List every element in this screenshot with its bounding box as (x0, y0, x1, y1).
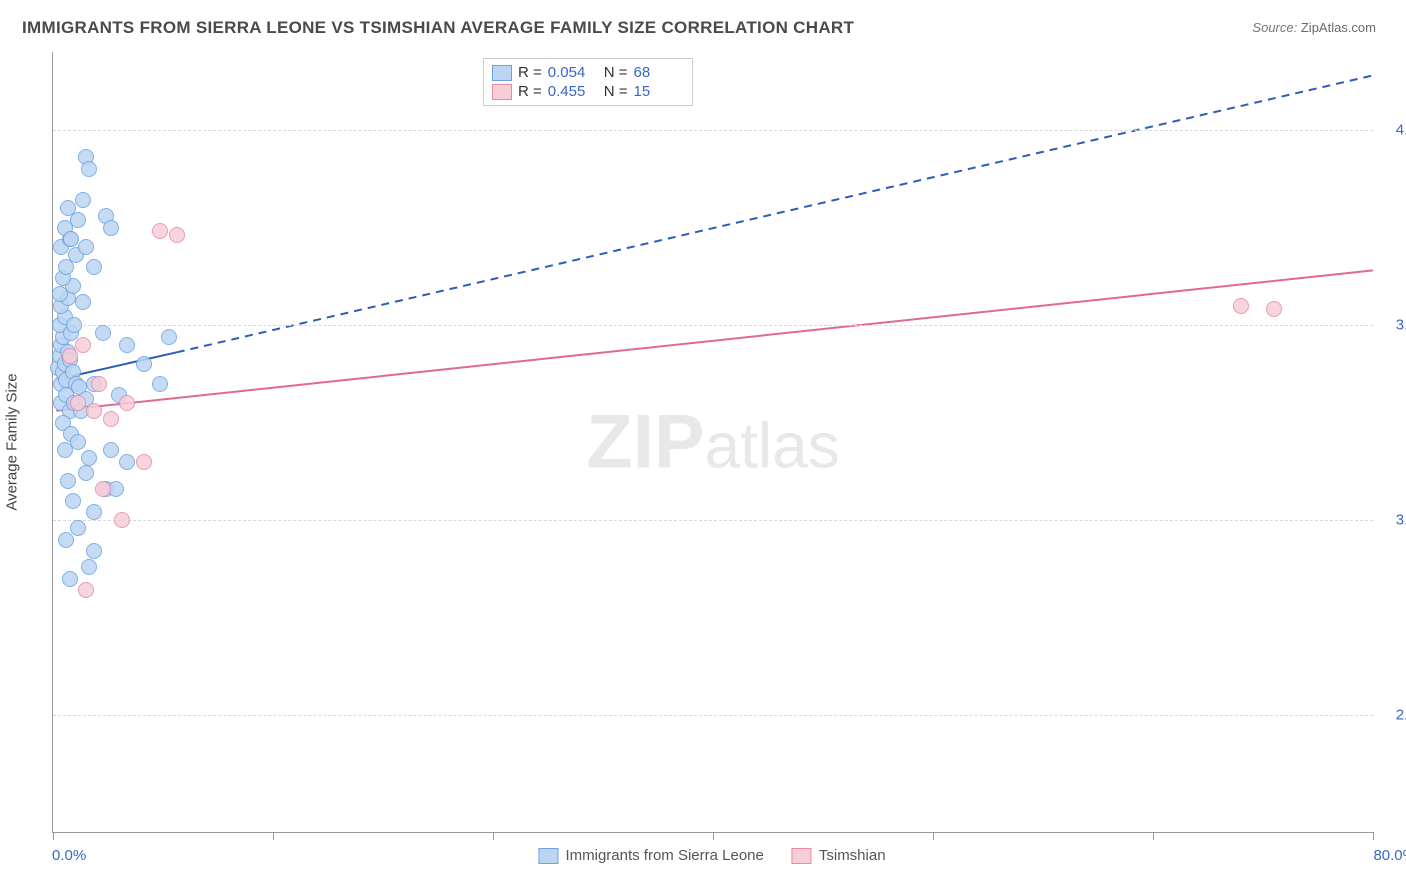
data-point-blue (66, 317, 82, 333)
y-tick-label: 4.00 (1377, 122, 1406, 139)
data-point-pink (152, 223, 168, 239)
legend-item-blue: Immigrants from Sierra Leone (538, 847, 763, 864)
chart-area: ZIPatlas R = 0.054 N = 68 R = 0.455 N = … (52, 52, 1372, 832)
data-point-pink (169, 227, 185, 243)
swatch-blue-icon (492, 65, 512, 81)
data-point-blue (65, 493, 81, 509)
data-point-pink (1266, 301, 1282, 317)
r-value-blue: 0.054 (548, 64, 598, 81)
data-point-blue (63, 231, 79, 247)
data-point-pink (75, 337, 91, 353)
x-tick (273, 832, 274, 840)
data-point-blue (60, 473, 76, 489)
series-legend: Immigrants from Sierra Leone Tsimshian (538, 847, 885, 864)
y-tick-label: 3.00 (1377, 512, 1406, 529)
data-point-blue (119, 454, 135, 470)
data-point-pink (86, 403, 102, 419)
data-point-blue (78, 465, 94, 481)
data-point-blue (103, 442, 119, 458)
r-label: R = (518, 64, 542, 81)
data-point-pink (1233, 298, 1249, 314)
gridline-h (53, 325, 1373, 326)
y-tick-label: 3.50 (1377, 317, 1406, 334)
x-tick (713, 832, 714, 840)
legend-label: Immigrants from Sierra Leone (565, 847, 763, 864)
watermark-bold: ZIP (586, 400, 704, 485)
n-value-blue: 68 (634, 64, 684, 81)
data-point-pink (62, 348, 78, 364)
data-point-blue (75, 294, 91, 310)
data-point-blue (78, 239, 94, 255)
data-point-pink (136, 454, 152, 470)
x-axis-min-label: 0.0% (52, 847, 86, 864)
correlation-legend: R = 0.054 N = 68 R = 0.455 N = 15 (483, 58, 693, 106)
y-tick-label: 2.50 (1377, 707, 1406, 724)
gridline-h (53, 715, 1373, 716)
watermark: ZIPatlas (586, 399, 839, 486)
data-point-pink (91, 376, 107, 392)
data-point-blue (60, 200, 76, 216)
data-point-blue (81, 559, 97, 575)
data-point-blue (103, 220, 119, 236)
x-tick (1373, 832, 1374, 840)
data-point-blue (86, 259, 102, 275)
data-point-pink (78, 582, 94, 598)
x-tick (53, 832, 54, 840)
data-point-blue (152, 376, 168, 392)
data-point-pink (95, 481, 111, 497)
swatch-blue-icon (538, 848, 558, 864)
r-label: R = (518, 83, 542, 100)
trend-line (177, 75, 1373, 352)
x-tick (933, 832, 934, 840)
data-point-blue (136, 356, 152, 372)
data-point-pink (103, 411, 119, 427)
n-label: N = (604, 64, 628, 81)
r-value-pink: 0.455 (548, 83, 598, 100)
data-point-blue (62, 571, 78, 587)
legend-label: Tsimshian (819, 847, 886, 864)
legend-row-pink: R = 0.455 N = 15 (492, 82, 684, 101)
chart-title: IMMIGRANTS FROM SIERRA LEONE VS TSIMSHIA… (22, 18, 854, 38)
swatch-pink-icon (492, 84, 512, 100)
source-attribution: Source: ZipAtlas.com (1252, 20, 1376, 35)
data-point-blue (75, 192, 91, 208)
legend-item-pink: Tsimshian (792, 847, 886, 864)
data-point-blue (81, 161, 97, 177)
n-label: N = (604, 83, 628, 100)
swatch-pink-icon (792, 848, 812, 864)
x-tick (493, 832, 494, 840)
x-tick (1153, 832, 1154, 840)
data-point-blue (70, 520, 86, 536)
data-point-blue (52, 286, 68, 302)
data-point-blue (95, 325, 111, 341)
gridline-h (53, 520, 1373, 521)
data-point-blue (70, 434, 86, 450)
data-point-pink (114, 512, 130, 528)
source-label: Source: (1252, 20, 1297, 35)
data-point-blue (119, 337, 135, 353)
plot-region: ZIPatlas R = 0.054 N = 68 R = 0.455 N = … (52, 52, 1373, 833)
trend-line (56, 270, 1373, 410)
source-text: ZipAtlas.com (1301, 20, 1376, 35)
data-point-pink (119, 395, 135, 411)
data-point-pink (70, 395, 86, 411)
watermark-light: atlas (705, 410, 840, 482)
n-value-pink: 15 (634, 83, 684, 100)
data-point-blue (86, 504, 102, 520)
y-axis-title: Average Family Size (4, 373, 21, 510)
data-point-blue (81, 450, 97, 466)
legend-row-blue: R = 0.054 N = 68 (492, 63, 684, 82)
x-axis-max-label: 80.0% (1373, 847, 1406, 864)
gridline-h (53, 130, 1373, 131)
data-point-blue (86, 543, 102, 559)
data-point-blue (161, 329, 177, 345)
